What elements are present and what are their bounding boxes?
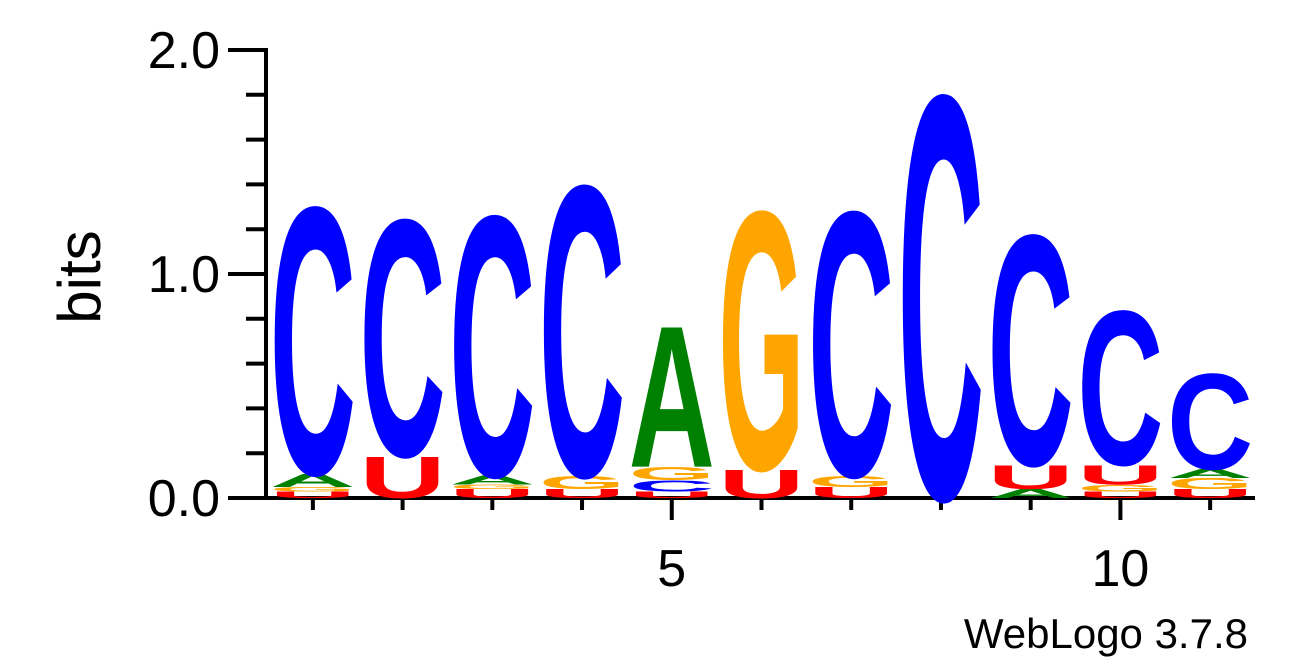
logo-letter-C: C: [449, 137, 535, 555]
logo-letter-U: U: [360, 445, 446, 511]
y-tick-label: 1.0: [148, 246, 220, 304]
logo-letter-C: C: [1167, 346, 1253, 498]
logo-letter-A: A: [270, 470, 356, 491]
logo-letter-C: C: [988, 167, 1074, 535]
logo-letter-C: C: [270, 128, 356, 556]
logo-letter-G: G: [1167, 475, 1253, 493]
logo-column-2: UC: [360, 149, 446, 528]
logo-letter-C: C: [539, 98, 625, 564]
logo-letter-G: G: [449, 483, 535, 490]
logo-letter-U: U: [449, 487, 535, 501]
logo-letter-U: U: [988, 458, 1074, 496]
logo-column-7: UGC: [808, 132, 894, 557]
x-tick-label: 5: [657, 540, 686, 598]
logo-letter-U: U: [539, 487, 625, 501]
logo-letter-A: A: [629, 285, 715, 510]
logo-letter-U: U: [808, 484, 894, 501]
logo-letter-U: U: [718, 461, 804, 506]
weblogo-credit: WebLogo 3.7.8: [964, 610, 1248, 657]
x-tick-label: 10: [1091, 540, 1149, 598]
logo-letter-G: G: [629, 463, 715, 484]
logo-letter-C: C: [898, 0, 984, 621]
logo-letter-G: G: [1077, 483, 1163, 493]
x-axis: 5 10: [266, 496, 1255, 598]
logo-letter-C: C: [808, 132, 894, 557]
logo-letter-G: G: [808, 473, 894, 491]
logo-letter-G: G: [539, 472, 625, 493]
y-axis-label: bits: [46, 230, 113, 323]
logo-letter-U: U: [1077, 490, 1163, 500]
logo-column-6: UG: [718, 134, 804, 547]
logo-letter-A: A: [1167, 467, 1253, 481]
logo-column-8: C: [898, 0, 984, 621]
y-axis: 0.0 1.0 2.0: [148, 22, 268, 528]
logo-letter-G: G: [270, 486, 356, 493]
logo-letter-A: A: [449, 473, 535, 487]
logo-letter-G: G: [718, 134, 804, 547]
logo-letter-A: A: [988, 487, 1074, 501]
y-tick-label: 0.0: [148, 470, 220, 528]
logo-column-4: UGC: [539, 98, 625, 564]
logo-letter-U: U: [1167, 487, 1253, 501]
logo-column-9: AUC: [988, 167, 1074, 535]
y-tick-label: 2.0: [148, 22, 220, 80]
logo-letter-U: U: [629, 490, 715, 500]
logo-letter-C: C: [360, 149, 446, 528]
logo-letter-C: C: [1077, 264, 1163, 512]
logo-letter-C: C: [629, 477, 715, 494]
logo-letter-U: U: [270, 490, 356, 500]
logo-letter-U: U: [1077, 460, 1163, 491]
